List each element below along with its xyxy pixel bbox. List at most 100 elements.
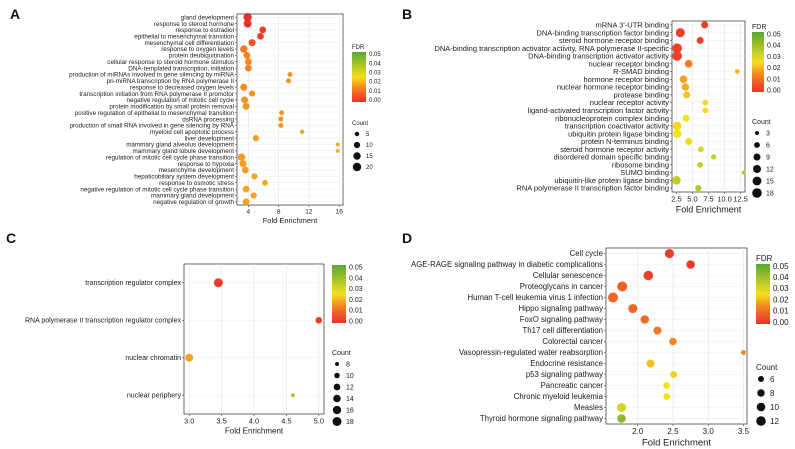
term-label: response to osmotic stress — [159, 180, 234, 187]
data-point — [681, 83, 690, 91]
count-legend-dot — [756, 402, 766, 412]
x-tick-label: 4.0 — [249, 417, 259, 426]
term-label: protease binding — [614, 90, 669, 99]
x-axis-label: Fold Enrichment — [225, 427, 284, 436]
term-label: response to hypoxia — [178, 161, 235, 168]
fdr-tick-label: 0.03 — [369, 71, 381, 77]
count-legend-dot — [757, 389, 765, 397]
count-legend-title: Count — [756, 363, 778, 372]
panel-label-a: A — [10, 6, 21, 22]
data-point — [243, 19, 252, 28]
x-tick-label: 5.0 — [314, 417, 324, 426]
term-label: transcription initiation from RNA polyme… — [79, 91, 234, 98]
legend: 0.05 0.04 0.03 0.02 0.01 0.00 Count 8 10 12 14 16 18 — [332, 264, 363, 426]
x-tick-label: 3.5 — [216, 417, 226, 426]
x-tick-label: 12 — [305, 209, 313, 216]
term-label: RNA polymerase II transcription regulato… — [25, 318, 182, 325]
data-point — [241, 166, 249, 174]
count-legend-label: 18 — [346, 419, 354, 426]
term-label: dsRNA processing — [182, 116, 234, 123]
x-axis-label: Fold Enrichment — [642, 438, 712, 449]
term-label: nuclear chromatin — [125, 355, 181, 362]
count-legend-label: 8 — [770, 389, 775, 398]
data-point — [686, 260, 695, 269]
panel-label-b: B — [402, 6, 413, 22]
fdr-colorbar — [756, 264, 770, 324]
count-legend-label: 20 — [366, 165, 373, 171]
term-label: Cellular senescence — [533, 271, 603, 280]
data-point — [696, 36, 704, 44]
term-label: response to steroid hormone — [154, 21, 235, 28]
term-label: Chronic myeloid leukemia — [514, 392, 604, 401]
data-point — [240, 45, 248, 53]
count-legend-label: 8 — [346, 361, 350, 368]
fdr-tick-label: 0.01 — [767, 76, 781, 83]
data-point — [287, 72, 293, 77]
data-point — [734, 69, 740, 74]
data-point — [682, 114, 690, 122]
term-label: Hippo signaling pathway — [518, 304, 603, 313]
term-label: ribosome binding — [612, 160, 669, 169]
fdr-colorbar — [332, 265, 346, 323]
data-point — [290, 393, 295, 398]
term-label: DNA-binding transcription activator acti… — [434, 44, 669, 53]
count-legend-title: Count — [332, 350, 351, 357]
data-point — [675, 28, 685, 38]
data-point — [628, 303, 638, 314]
fdr-tick-label: 0.00 — [767, 87, 781, 94]
term-label: p53 signaling pathway — [526, 370, 603, 379]
fdr-tick-label: 0.01 — [369, 89, 381, 95]
x-tick-label: 16 — [336, 209, 344, 216]
count-legend-dot — [752, 188, 762, 198]
x-tick-label: 2.0 — [632, 427, 644, 436]
x-tick-label: 5.0 — [687, 195, 697, 204]
data-point — [684, 59, 693, 68]
fdr-tick-label: 0.05 — [369, 52, 381, 58]
count-legend-label: 10 — [346, 373, 354, 380]
data-point — [335, 142, 340, 147]
x-tick-label: 3.5 — [738, 427, 750, 436]
x-tick-label: 3.0 — [703, 427, 715, 436]
data-point — [239, 160, 247, 168]
term-label: steroid hormone receptor activity — [560, 145, 669, 154]
data-point — [278, 116, 284, 122]
term-label: Pancreatic cancer — [541, 381, 604, 390]
term-label: nuclear periphery — [127, 393, 182, 400]
panel-c-chart: transcription regulator complex RNA polym… — [25, 263, 363, 436]
data-point — [701, 21, 709, 29]
data-point — [213, 278, 223, 288]
term-label: transcription coactivator activity — [565, 122, 669, 131]
term-label: negative regulation of mitotic cell cycl… — [127, 97, 235, 104]
count-legend-dot — [333, 383, 341, 391]
x-tick-label: 8 — [277, 209, 281, 216]
panel-b-chart: mRNA 3'-UTR binding DNA-binding transcrip… — [434, 21, 780, 215]
x-tick-label: 4.5 — [281, 417, 291, 426]
term-label: production of miRNAs involved in gene si… — [69, 72, 235, 79]
term-label: Cell cycle — [570, 249, 603, 258]
term-label: Proteoglycans in cancer — [520, 282, 604, 291]
x-tick-label: 10.0 — [717, 195, 732, 204]
data-point — [250, 192, 257, 199]
term-label: mRNA 3'-UTR binding — [595, 21, 669, 30]
data-point — [243, 12, 252, 22]
term-label: negative regulation of mitotic cell cycl… — [80, 186, 234, 193]
count-legend-label: 16 — [346, 407, 354, 414]
term-label: hepaticobiliary system development — [134, 174, 234, 181]
term-label: nuclear receptor binding — [589, 59, 669, 68]
count-legend-dot — [354, 131, 360, 137]
count-legend-dot — [352, 162, 362, 172]
fdr-tick-label: 0.05 — [767, 31, 781, 38]
term-label: FoxO signaling pathway — [520, 315, 603, 324]
count-legend-label: 14 — [346, 396, 354, 403]
count-legend-dot — [332, 417, 342, 426]
term-label: steroid hormone receptor binding — [559, 36, 669, 45]
plot-area — [236, 13, 344, 206]
x-tick-label: 3.0 — [184, 417, 194, 426]
fdr-tick-label: 0.02 — [773, 295, 789, 304]
x-tick-label: 2.5 — [667, 427, 679, 436]
term-label: mammary gland alveolus development — [126, 142, 234, 149]
term-label: positive regulation of epithelial to mes… — [75, 110, 235, 117]
term-label: SUMO binding — [620, 168, 669, 177]
term-label: Endocrine resistance — [530, 359, 603, 368]
